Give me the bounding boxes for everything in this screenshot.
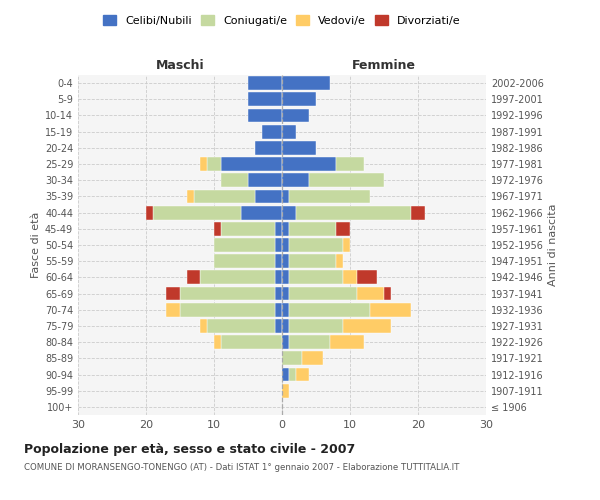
Text: Maschi: Maschi	[155, 60, 205, 72]
Text: Femmine: Femmine	[352, 60, 416, 72]
Bar	[282, 368, 289, 382]
Bar	[200, 319, 207, 333]
Bar	[282, 157, 337, 171]
Bar	[282, 76, 329, 90]
Bar	[337, 254, 343, 268]
Bar	[289, 238, 343, 252]
Bar	[370, 303, 411, 316]
Bar	[200, 270, 275, 284]
Bar	[411, 206, 425, 220]
Bar	[289, 222, 337, 235]
Bar	[282, 141, 316, 154]
Bar	[289, 254, 337, 268]
Bar	[180, 303, 275, 316]
Bar	[214, 336, 221, 349]
Bar	[187, 270, 200, 284]
Y-axis label: Anni di nascita: Anni di nascita	[548, 204, 558, 286]
Bar	[343, 319, 391, 333]
Bar	[282, 190, 289, 203]
Bar	[282, 384, 289, 398]
Bar	[207, 157, 221, 171]
Bar	[282, 319, 289, 333]
Bar	[146, 206, 153, 220]
Bar	[343, 270, 357, 284]
Bar	[275, 286, 282, 300]
Bar	[282, 206, 296, 220]
Bar	[282, 108, 309, 122]
Bar	[337, 222, 350, 235]
Bar	[384, 286, 391, 300]
Bar	[166, 286, 180, 300]
Bar	[282, 238, 289, 252]
Bar	[282, 286, 289, 300]
Bar	[241, 206, 282, 220]
Bar	[166, 303, 180, 316]
Bar	[296, 206, 411, 220]
Bar	[289, 303, 370, 316]
Bar	[289, 368, 296, 382]
Text: COMUNE DI MORANSENGO-TONENGO (AT) - Dati ISTAT 1° gennaio 2007 - Elaborazione TU: COMUNE DI MORANSENGO-TONENGO (AT) - Dati…	[24, 462, 460, 471]
Bar	[282, 336, 289, 349]
Bar	[357, 270, 377, 284]
Bar	[248, 108, 282, 122]
Bar	[289, 319, 343, 333]
Bar	[337, 157, 364, 171]
Bar	[187, 190, 194, 203]
Bar	[214, 238, 275, 252]
Bar	[221, 336, 282, 349]
Bar	[282, 254, 289, 268]
Bar	[214, 254, 275, 268]
Y-axis label: Fasce di età: Fasce di età	[31, 212, 41, 278]
Bar	[275, 319, 282, 333]
Bar	[214, 222, 221, 235]
Text: Popolazione per età, sesso e stato civile - 2007: Popolazione per età, sesso e stato civil…	[24, 442, 355, 456]
Bar	[255, 141, 282, 154]
Bar	[262, 125, 282, 138]
Bar	[282, 174, 309, 187]
Bar	[296, 368, 309, 382]
Bar	[309, 174, 384, 187]
Bar	[357, 286, 384, 300]
Bar	[275, 303, 282, 316]
Bar	[221, 174, 248, 187]
Bar	[180, 286, 275, 300]
Bar	[282, 303, 289, 316]
Bar	[200, 157, 207, 171]
Bar	[282, 92, 316, 106]
Bar	[153, 206, 241, 220]
Bar	[221, 222, 275, 235]
Bar	[282, 352, 302, 365]
Bar	[255, 190, 282, 203]
Bar	[275, 270, 282, 284]
Bar	[248, 76, 282, 90]
Bar	[343, 238, 350, 252]
Bar	[248, 174, 282, 187]
Bar	[289, 286, 357, 300]
Bar	[207, 319, 275, 333]
Bar	[275, 222, 282, 235]
Bar	[282, 270, 289, 284]
Bar	[282, 125, 296, 138]
Bar	[289, 336, 329, 349]
Bar	[221, 157, 282, 171]
Legend: Celibi/Nubili, Coniugati/e, Vedovi/e, Divorziati/e: Celibi/Nubili, Coniugati/e, Vedovi/e, Di…	[99, 10, 465, 30]
Bar	[289, 270, 343, 284]
Bar	[194, 190, 255, 203]
Bar	[248, 92, 282, 106]
Bar	[329, 336, 364, 349]
Bar	[302, 352, 323, 365]
Bar	[289, 190, 370, 203]
Bar	[275, 254, 282, 268]
Bar	[275, 238, 282, 252]
Bar	[282, 222, 289, 235]
